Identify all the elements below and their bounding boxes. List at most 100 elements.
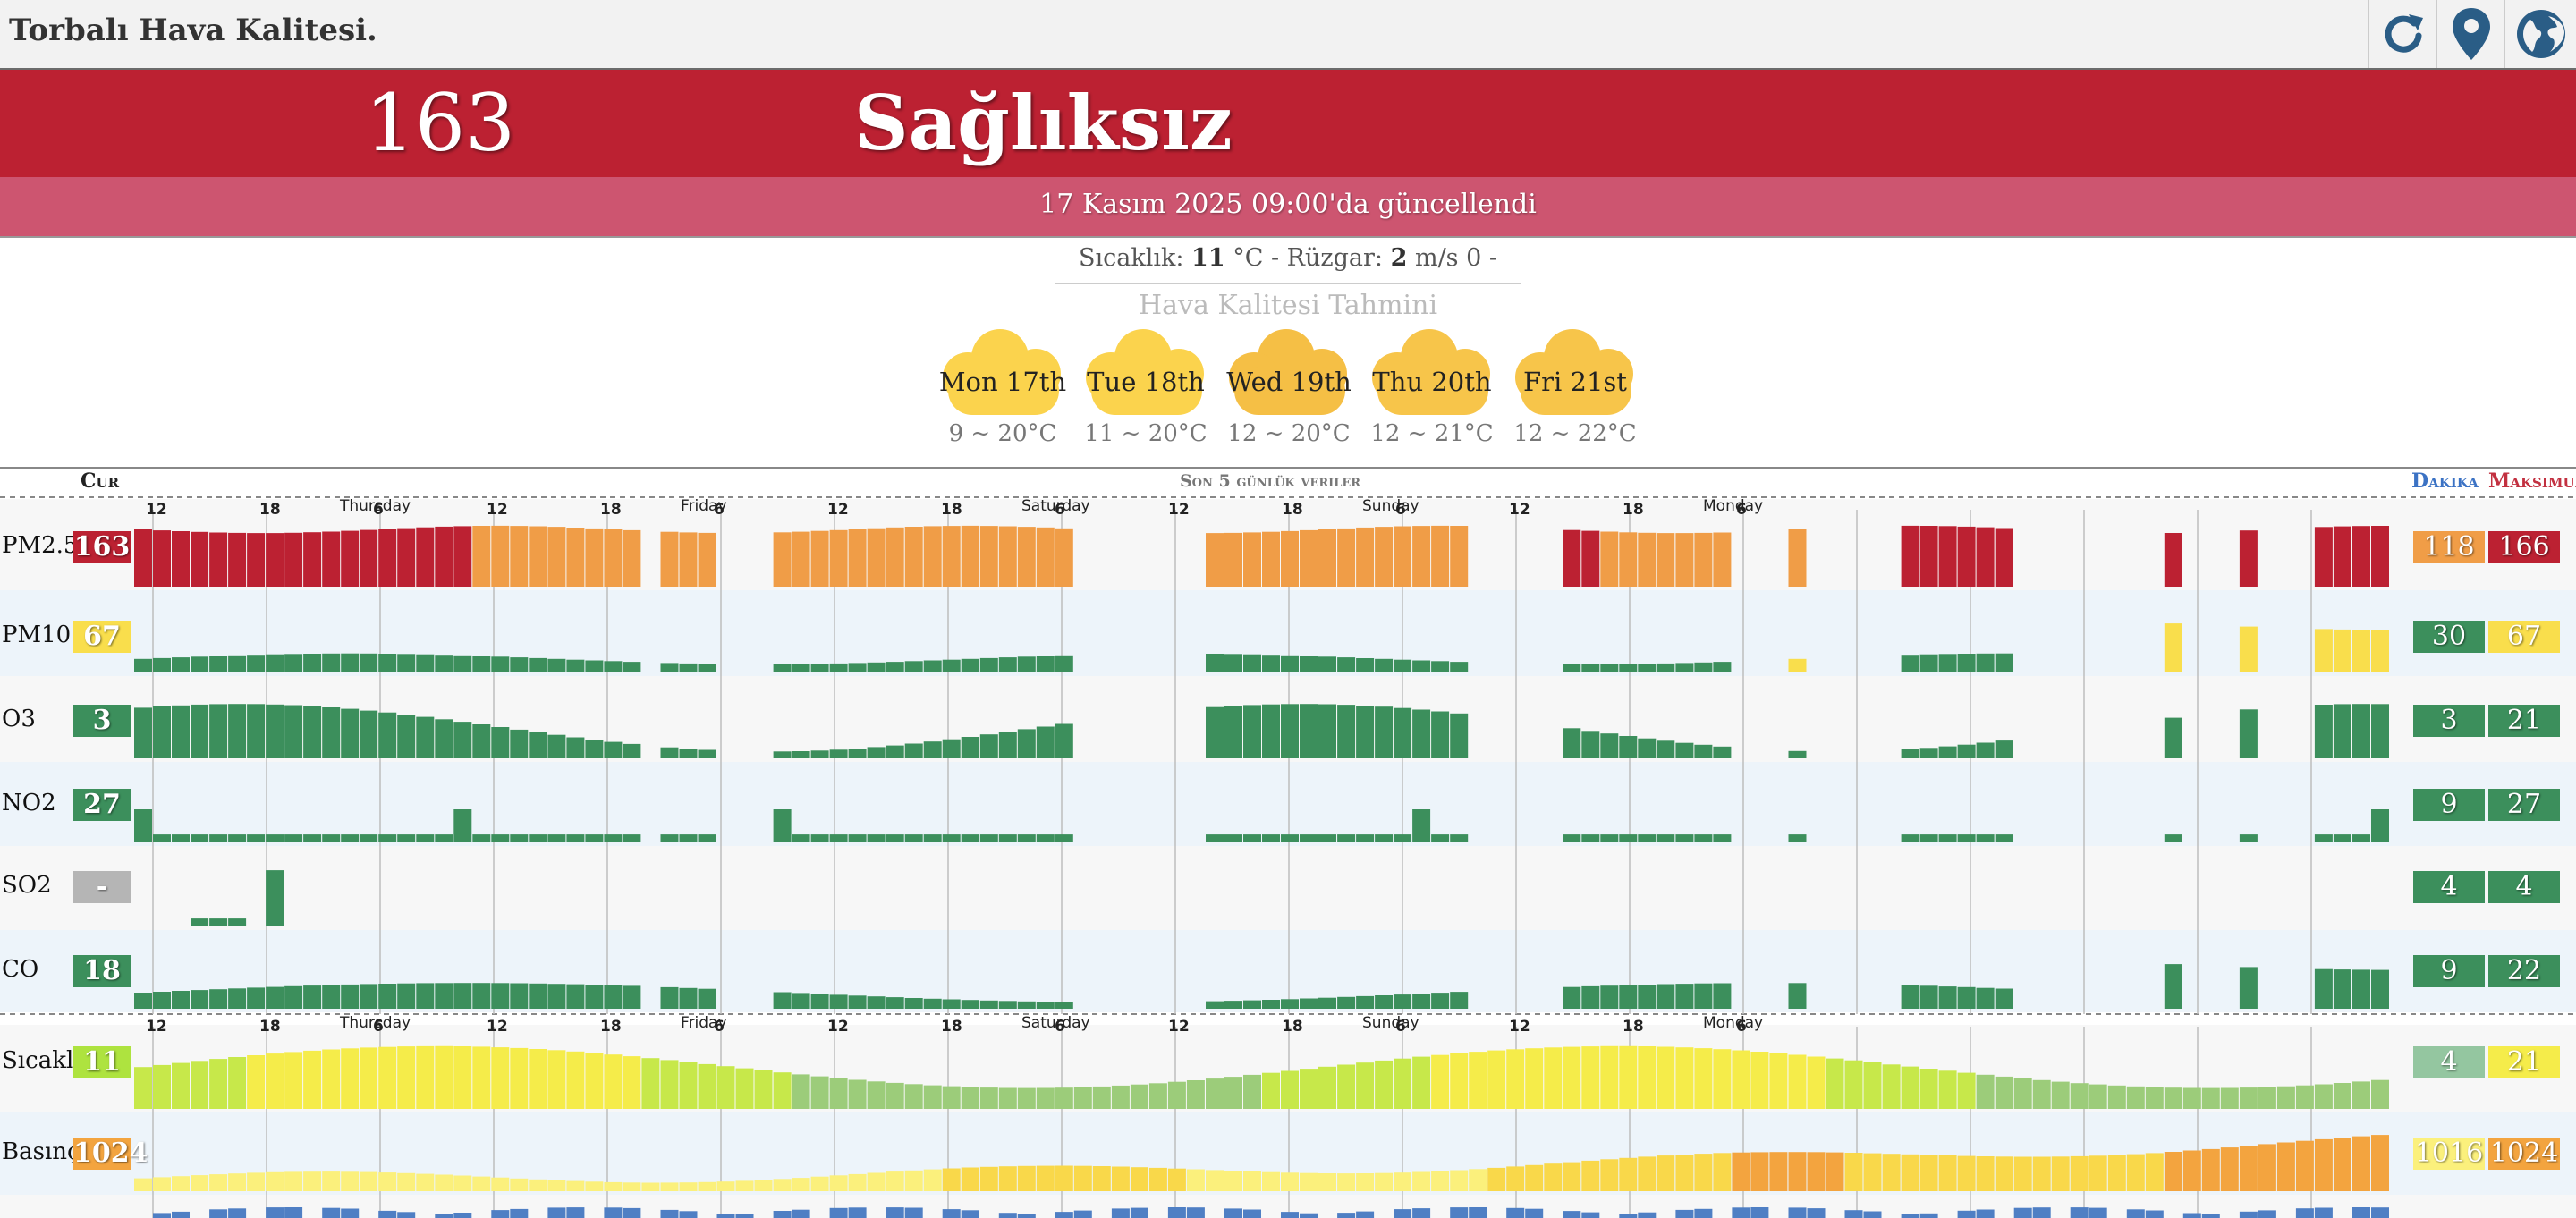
- chart-bar: [322, 653, 341, 672]
- chart-bar: [1750, 1207, 1769, 1218]
- chart-bar: [510, 834, 529, 842]
- chart-bar: [698, 988, 716, 1009]
- chart-bar: [1167, 1081, 1186, 1109]
- chart-bar: [1732, 1152, 1750, 1191]
- chart-bar: [153, 1064, 171, 1109]
- chart-bar: [1318, 529, 1336, 587]
- forecast-day-5[interactable]: Fri 21st: [1510, 326, 1640, 417]
- chart-bar: [529, 657, 547, 672]
- chart-bar: [1901, 749, 1919, 758]
- chart-bar: [886, 834, 904, 842]
- chart-bar: [810, 1176, 829, 1191]
- refresh-button[interactable]: [2368, 0, 2437, 68]
- chart-bar: [679, 1062, 698, 1109]
- forecast-day-4[interactable]: Thu 20th: [1367, 326, 1497, 417]
- chart-bar: [735, 1180, 754, 1191]
- chart-bar: [2314, 527, 2333, 587]
- hour-label: 12: [1168, 501, 1190, 519]
- chart-bar: [435, 1174, 453, 1191]
- chart-bar: [1356, 995, 1375, 1009]
- chart-bar: [510, 657, 529, 672]
- chart-bar: [1412, 526, 1431, 587]
- chart-bar: [1713, 834, 1732, 842]
- chart-bar: [660, 531, 679, 587]
- chart-bar: [1337, 705, 1356, 758]
- chart-bar: [1713, 532, 1732, 587]
- chart-bar: [810, 994, 829, 1009]
- chart-bar: [2295, 1208, 2314, 1218]
- chart-bar: [792, 664, 810, 672]
- min-value-badge: 30: [2413, 621, 2485, 653]
- chart-bar: [209, 1174, 228, 1191]
- current-value-badge: 3: [73, 705, 131, 737]
- chart-bar: [942, 1086, 961, 1109]
- chart-bar: [1055, 1165, 1073, 1191]
- chart-bar: [1017, 729, 1036, 758]
- chart-bar: [1281, 704, 1299, 758]
- chart-bar: [1224, 706, 1242, 758]
- chart-bar: [1412, 994, 1431, 1009]
- chart-bar: [1788, 834, 1807, 842]
- location-button[interactable]: [2436, 0, 2505, 68]
- chart-bar: [1130, 1207, 1148, 1218]
- aqi-level: Sağlıksız: [854, 79, 1233, 167]
- chart-bar: [435, 983, 453, 1009]
- chart-bar: [2051, 1081, 2070, 1109]
- chart-bar: [904, 1207, 923, 1218]
- chart-bar: [2013, 1078, 2032, 1109]
- chart-bar: [397, 1172, 416, 1191]
- chart-bar: [209, 1059, 228, 1109]
- chart-bar: [1919, 526, 1938, 587]
- chart-bar: [510, 526, 529, 587]
- chart-bar: [416, 983, 435, 1009]
- chart-bar: [134, 658, 152, 672]
- chart-bar: [792, 1178, 810, 1191]
- chart-bar: [2371, 1135, 2389, 1191]
- forecast-day-3[interactable]: Wed 19th: [1224, 326, 1354, 417]
- chart-bar: [1995, 528, 2013, 587]
- chart-bar: [378, 529, 397, 587]
- chart-bar: [848, 529, 867, 587]
- chart-bar: [566, 659, 585, 672]
- chart-bar: [341, 530, 360, 587]
- chart-bar: [979, 657, 998, 672]
- chart-bar: [2333, 704, 2351, 758]
- chart-bar: [360, 834, 378, 842]
- chart-bar: [172, 1211, 190, 1218]
- chart-bar: [2126, 1154, 2145, 1191]
- chart-bar: [303, 1171, 322, 1191]
- chart-bar: [228, 655, 247, 672]
- chart-bar: [1206, 1078, 1224, 1109]
- chart-bar: [604, 985, 623, 1009]
- chart-bar: [961, 1167, 979, 1191]
- chart-bar: [435, 1045, 453, 1109]
- chart-bar: [829, 663, 848, 672]
- aqi-value: 163: [365, 77, 515, 169]
- forecast-day-2[interactable]: Tue 18th: [1080, 326, 1211, 417]
- chart-bar: [2352, 704, 2370, 758]
- chart-bar: [1976, 527, 1995, 587]
- chart-bar: [2126, 1086, 2145, 1109]
- chart-bar: [1938, 1070, 1957, 1109]
- chart-bar: [1055, 723, 1073, 758]
- chart-bar: [1318, 1066, 1336, 1109]
- chart-bar: [1262, 704, 1280, 758]
- chart-bar: [153, 706, 171, 758]
- globe-button[interactable]: [2504, 0, 2576, 68]
- chart-bar: [510, 729, 529, 758]
- chart-bar: [472, 834, 491, 842]
- chart-bar: [1337, 996, 1356, 1009]
- hour-label: 6: [1736, 1018, 1747, 1036]
- chart-bar: [1318, 656, 1336, 672]
- chart-bar: [623, 1182, 641, 1191]
- forecast-day-1[interactable]: Mon 17th: [937, 326, 1068, 417]
- chart-bar: [1092, 1166, 1111, 1191]
- chart-bar: [1694, 983, 1713, 1009]
- chart-bar: [1356, 1173, 1375, 1191]
- chart-bar: [247, 533, 266, 587]
- chart-bar: [1600, 664, 1619, 672]
- chart-bar: [416, 527, 435, 587]
- chart-bar: [1901, 834, 1919, 842]
- chart-bar: [1130, 1167, 1148, 1191]
- chart-bar: [547, 834, 566, 842]
